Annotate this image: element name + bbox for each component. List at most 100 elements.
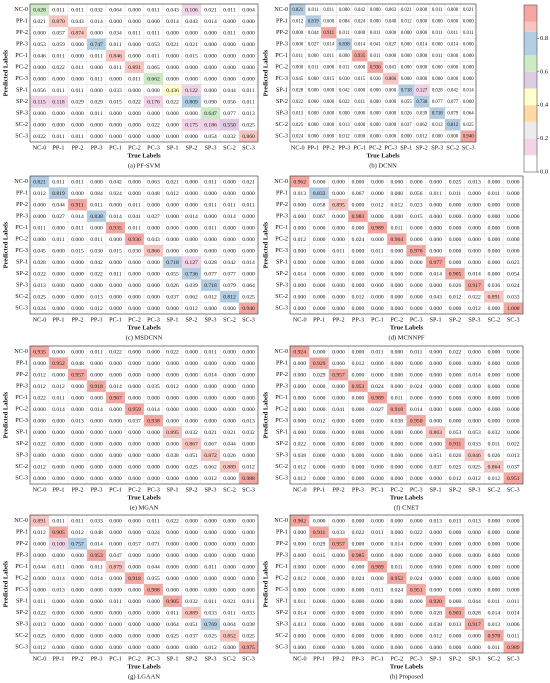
cell-label: 0.013 (507, 453, 520, 459)
cell-label: 0.000 (293, 530, 306, 536)
cell-label: 0.012 (33, 530, 46, 536)
cell-label: 0.000 (166, 248, 179, 254)
cell-label: 0.000 (242, 30, 255, 36)
cell-label: 0.000 (447, 135, 458, 140)
cell-label: 0.000 (390, 349, 403, 355)
cell-label: 0.022 (410, 530, 423, 536)
cell-label: 0.000 (507, 191, 520, 197)
cell-label: 0.000 (166, 441, 179, 447)
cell-label: 0.000 (507, 541, 520, 547)
x-tick-label: SP-2 (185, 316, 197, 323)
cell-label: 0.000 (313, 464, 326, 470)
cell-label: 0.000 (292, 43, 303, 48)
cell-label: 0.015 (323, 77, 334, 82)
cell-label: 0.917 (468, 283, 481, 289)
cell-label: 0.000 (429, 237, 442, 243)
cell-label: 0.000 (52, 633, 65, 639)
cell-label: 0.011 (71, 225, 84, 231)
cell-label: 0.011 (71, 179, 84, 185)
cell-label: 0.000 (354, 31, 365, 36)
cell-label: 0.014 (166, 19, 179, 25)
y-tick-label: PC-2 (275, 64, 288, 71)
x-tick-label: SC-2 (223, 316, 236, 323)
x-tick-label: PP-3 (352, 655, 364, 662)
cell-label: 0.000 (432, 135, 443, 140)
cell-label: 0.021 (33, 19, 46, 25)
cell-label: 0.048 (71, 361, 84, 367)
cell-label: 0.000 (410, 622, 423, 628)
colorbar-tick-label: 0.0 (540, 168, 548, 175)
cell-label: 0.000 (507, 407, 520, 413)
cell-label: 0.903 (449, 610, 462, 616)
cell-label: 0.034 (109, 30, 122, 36)
cell-label: 0.000 (166, 476, 179, 482)
cell-label: 0.025 (468, 464, 481, 470)
cell-label: 0.000 (242, 576, 255, 582)
cell-label: 0.000 (109, 633, 122, 639)
y-tick-label: PC-1 (15, 52, 28, 59)
cell-label: 0.000 (147, 633, 160, 639)
cell-label: 0.000 (507, 225, 520, 231)
cell-label: 0.891 (128, 65, 141, 71)
cell-label: 0.041 (370, 43, 381, 48)
cell-label: 0.090 (204, 99, 217, 105)
cell-label: 0.000 (223, 395, 236, 401)
cell-label: 0.000 (293, 418, 306, 424)
cell-label: 0.952 (52, 361, 65, 367)
cell-label: 0.048 (90, 530, 103, 536)
cell-label: 0.000 (71, 42, 84, 48)
x-tick-label: NC-0 (33, 316, 47, 323)
cell-label: 0.000 (468, 587, 481, 593)
cell-label: 0.000 (352, 202, 365, 208)
cell-label: 0.000 (147, 134, 160, 140)
cell-label: 0.021 (242, 179, 255, 185)
x-tick-label: PP-2 (323, 144, 335, 151)
x-tick-label: PC-1 (371, 316, 384, 323)
cell-label: 0.911 (313, 530, 326, 536)
cell-label: 0.000 (33, 122, 46, 128)
cell-label: 0.014 (71, 214, 84, 220)
cell-label: 0.015 (71, 248, 84, 254)
cell-label: 0.022 (52, 65, 65, 71)
cell-label: 0.048 (385, 20, 396, 25)
cell-label: 0.037 (401, 123, 412, 128)
cell-label: 0.037 (507, 464, 520, 470)
cell-label: 0.000 (371, 361, 384, 367)
cell-label: 0.000 (52, 294, 65, 300)
cell-label: 0.012 (468, 476, 481, 482)
y-tick-label: PC-3 (15, 586, 28, 593)
x-tick-label: NC-0 (293, 486, 307, 493)
cell-label: 0.000 (449, 225, 462, 231)
cell-label: 0.000 (90, 453, 103, 459)
cell-label: 0.022 (33, 271, 46, 277)
cell-label: 0.015 (410, 214, 423, 220)
cell-label: 0.000 (468, 225, 481, 231)
cell-label: 0.012 (33, 464, 46, 470)
cell-label: 0.053 (468, 430, 481, 436)
cell-label: 0.011 (223, 610, 236, 616)
cell-label: 0.983 (352, 214, 365, 220)
cell-label: 0.026 (488, 453, 501, 459)
y-tick-label: PP-2 (276, 201, 288, 208)
y-tick-label: SC-2 (15, 121, 28, 128)
cell-label: 0.938 (147, 418, 160, 424)
cell-label: 0.000 (147, 88, 160, 94)
y-tick-label: SP-2 (16, 440, 28, 447)
cell-label: 0.957 (332, 541, 345, 547)
cell-label: 0.000 (429, 306, 442, 312)
cell-label: 0.039 (416, 112, 427, 117)
cell-label: 0.024 (390, 587, 403, 593)
cell-label: 0.000 (313, 645, 326, 651)
cell-label: 0.905 (166, 599, 179, 605)
y-tick-label: PC-2 (275, 406, 288, 413)
cell-label: 0.846 (109, 53, 122, 59)
cell-label: 0.000 (33, 76, 46, 82)
cell-label: 0.000 (223, 553, 236, 559)
cell-label: 0.000 (109, 418, 122, 424)
cell-label: 0.000 (370, 123, 381, 128)
x-tick-label: SC-2 (488, 655, 501, 662)
cell-label: 0.962 (293, 518, 306, 524)
cell-label: 0.000 (488, 361, 501, 367)
x-axis-label: True Labels (390, 324, 424, 331)
y-tick-label: SP-3 (16, 110, 28, 117)
